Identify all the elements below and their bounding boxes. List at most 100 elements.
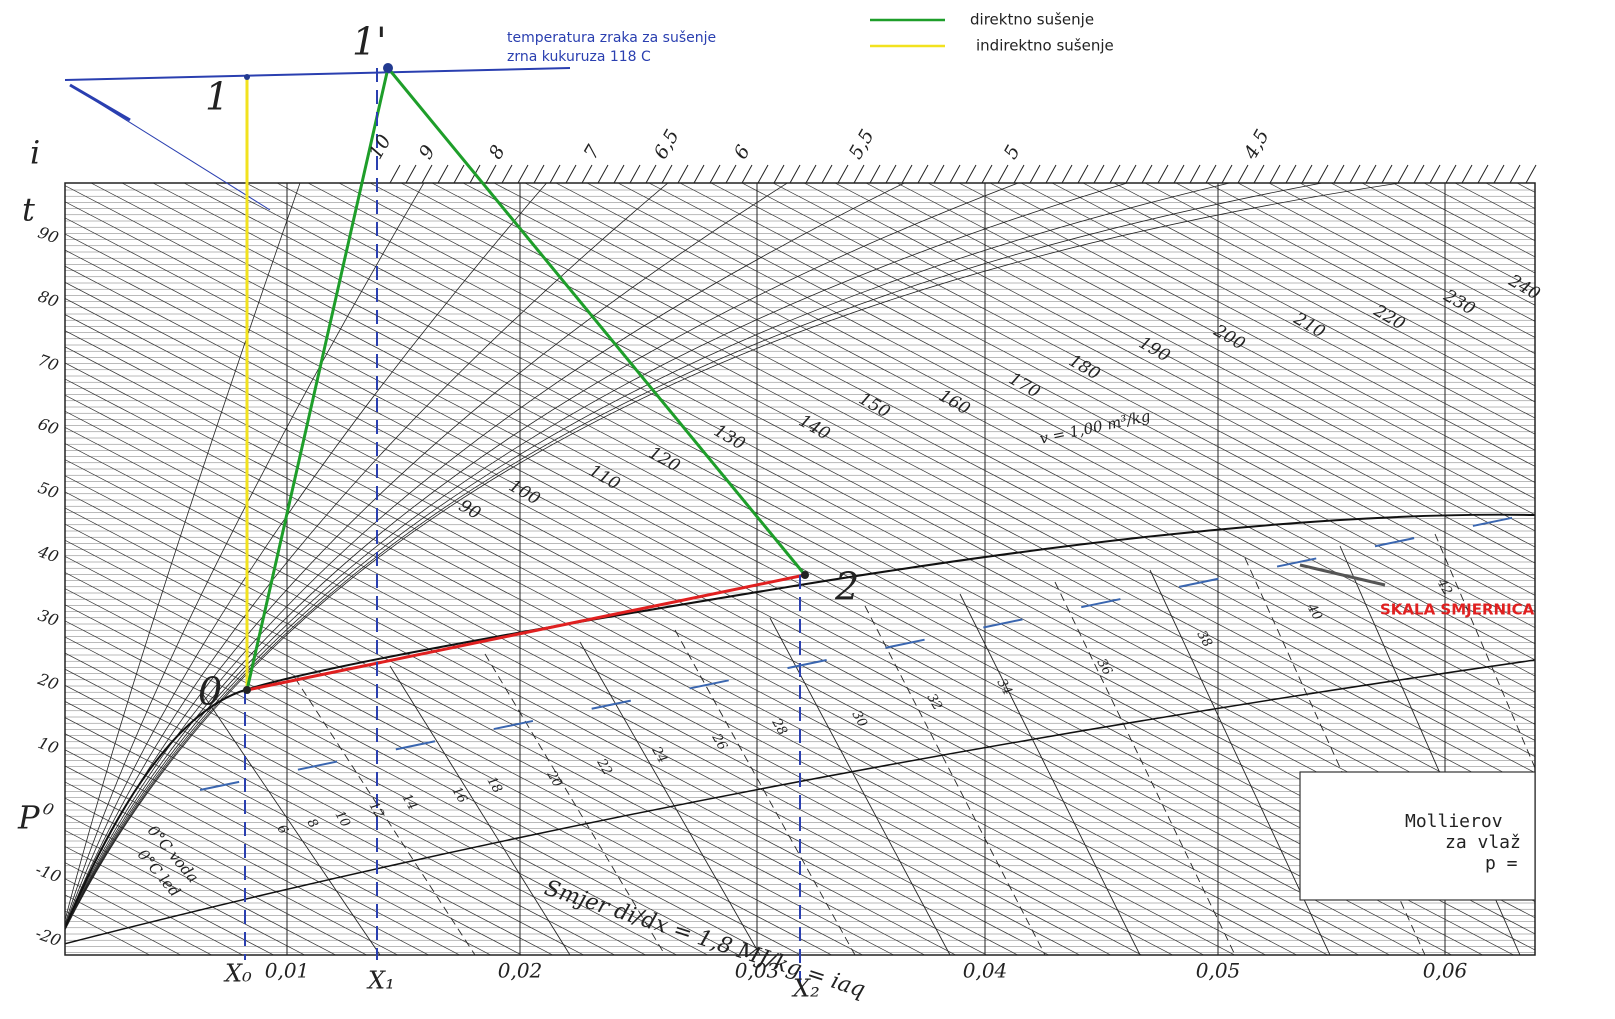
x-tick-label: 0,03: [735, 959, 780, 983]
isenthalp: [65, 298, 1329, 955]
scale-hatch: [1141, 164, 1153, 184]
isenthalp: [834, 183, 1535, 548]
scale-hatch: [1445, 164, 1457, 184]
direction-line: [294, 677, 476, 955]
scale-hatch: [1429, 164, 1441, 184]
direction-scale-label: 10: [332, 808, 353, 830]
isenthalp: [65, 749, 461, 955]
humidity-curve: [65, 183, 1325, 931]
isenthalp: [65, 475, 988, 955]
isenthalp: [65, 830, 306, 955]
scale-hatch: [997, 164, 1009, 184]
isenthalp: [65, 555, 833, 955]
direction-scale-line: [199, 511, 1541, 791]
direction-scale-label: 18: [484, 774, 505, 796]
isenthalp: [679, 183, 1535, 628]
direction-scale-label: 30: [849, 708, 870, 730]
scale-hatch: [853, 164, 865, 184]
direction-scale-label: 36: [1094, 656, 1115, 678]
scale-hatch: [629, 164, 641, 184]
x-mark: X₂: [791, 975, 820, 1003]
humidity-curve: [65, 183, 906, 930]
x-tick-label: 0,01: [265, 959, 310, 983]
isenthalp: [462, 183, 1535, 741]
isenthalp: [65, 314, 1298, 955]
axis-sketch: [69, 84, 271, 211]
scale-hatch: [405, 164, 417, 184]
isenthalp: [493, 183, 1535, 725]
scale-hatch: [421, 164, 433, 184]
isenthalp: [958, 183, 1535, 483]
isenthalp: [369, 183, 1535, 790]
humidity-curve: [65, 183, 1129, 931]
scale-hatch: [837, 164, 849, 184]
isenthalp: [555, 183, 1535, 693]
isenthalp: [710, 183, 1535, 612]
scale-hatch: [901, 164, 913, 184]
scale-hatch: [1269, 164, 1281, 184]
humidity-curve: [65, 183, 1232, 931]
scale-hatch: [1045, 164, 1057, 184]
ice-curve: [65, 659, 1535, 945]
state-point: [244, 74, 250, 80]
isenthalp: [1113, 183, 1535, 403]
process-path: [246, 573, 806, 692]
scale-hatch: [1221, 164, 1233, 184]
isenthalp: [65, 330, 1267, 955]
direction-line: [959, 593, 1141, 955]
scale-hatch: [453, 164, 465, 184]
scale-hatch: [741, 164, 753, 184]
isenthalp: [65, 378, 1174, 955]
state-point: [801, 571, 809, 579]
direction-scale-label: 34: [994, 676, 1015, 698]
humidity-curve: [65, 183, 301, 922]
isenthalp: [927, 183, 1535, 500]
scale-hatch: [1237, 164, 1249, 184]
scale-hatch: [389, 164, 401, 184]
scale-hatch: [949, 164, 961, 184]
title-block-text: za vlaž: [1445, 832, 1521, 853]
axis-symbol: P: [17, 799, 40, 837]
scale-hatch: [1077, 164, 1089, 184]
isenthalp: [803, 183, 1535, 564]
scale-hatch: [1013, 164, 1025, 184]
scale-hatch: [1061, 164, 1073, 184]
scale-hatch: [613, 164, 625, 184]
scale-hatch: [1109, 164, 1121, 184]
isenthalp: [65, 733, 492, 955]
axis-symbol: i: [30, 134, 40, 172]
isenthalp: [524, 183, 1535, 709]
pointer-arrow: [1299, 563, 1386, 587]
scale-hatch: [757, 164, 769, 184]
isenthalp: [865, 183, 1535, 532]
scale-hatch: [1285, 164, 1297, 184]
scale-hatch: [725, 164, 737, 184]
direction-scale-label: 38: [1194, 628, 1215, 650]
title-block: [1299, 771, 1536, 901]
scale-hatch: [1125, 164, 1137, 184]
x-tick-label: 0,05: [1196, 959, 1241, 983]
scale-hatch: [917, 164, 929, 184]
isenthalp: [772, 183, 1535, 580]
isenthalp: [65, 427, 1081, 955]
direction-scale-label: 12: [366, 799, 387, 821]
x-tick-label: 0,04: [963, 959, 1008, 983]
scale-hatch: [933, 164, 945, 184]
scale-hatch: [437, 164, 449, 184]
isenthalp: [1082, 183, 1535, 419]
isenthalp: [989, 183, 1535, 467]
isenthalp: [1175, 183, 1535, 371]
x-mark: X₁: [366, 967, 395, 995]
scale-hatch: [693, 164, 705, 184]
isenthalp: [65, 620, 709, 955]
isenthalp: [1206, 183, 1535, 354]
scale-hatch: [1381, 164, 1393, 184]
humidity-curve: [65, 183, 1403, 931]
isenthalp: [65, 362, 1205, 955]
temperature-line: [64, 67, 571, 81]
scale-hatch: [517, 164, 529, 184]
scale-hatch: [1253, 164, 1265, 184]
scale-hatch: [869, 164, 881, 184]
scale-hatch: [1029, 164, 1041, 184]
legend-label: direktno sušenje: [970, 11, 1094, 29]
